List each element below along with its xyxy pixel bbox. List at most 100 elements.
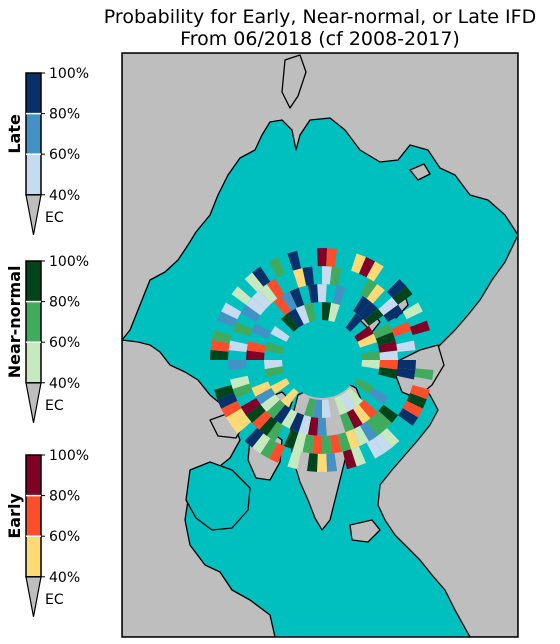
forecast-cell bbox=[302, 266, 315, 286]
forecast-cell bbox=[354, 378, 374, 395]
forecast-cell bbox=[252, 290, 272, 310]
chart-title: Probability for Early, Near-normal, or L… bbox=[103, 6, 537, 28]
forecast-cell bbox=[358, 399, 378, 419]
colorbar-early: 100% 80% 60% 40% EC Early bbox=[5, 448, 89, 617]
colorbar-segment bbox=[26, 455, 41, 496]
colorbar-late: 100% 80% 60% 40% EC Late bbox=[5, 66, 89, 235]
forecast-cell bbox=[289, 412, 305, 433]
colorbar-outline bbox=[25, 260, 42, 384]
forecast-cell bbox=[339, 412, 355, 433]
forecast-cell bbox=[245, 404, 266, 423]
forecast-cell bbox=[210, 340, 230, 352]
forecast-cell bbox=[322, 266, 332, 285]
forecast-cell bbox=[266, 421, 284, 442]
forecast-cell bbox=[259, 283, 278, 304]
colorbar-tick-label: 100% bbox=[49, 66, 89, 82]
forecast-cell bbox=[414, 368, 434, 380]
forecast-cell bbox=[264, 366, 284, 378]
forecast-cell bbox=[372, 323, 393, 339]
forecast-cell bbox=[353, 404, 371, 425]
colorbar-tick-label: 80% bbox=[49, 489, 80, 505]
forecast-cell bbox=[246, 341, 266, 353]
forecast-cell bbox=[232, 383, 253, 399]
forecast-cell bbox=[210, 349, 229, 360]
forecast-cell bbox=[312, 399, 322, 418]
colorbar-ec-triangle bbox=[25, 194, 42, 235]
forecast-cell bbox=[402, 302, 423, 320]
land-kamchatka bbox=[281, 54, 307, 109]
colorbar-tick-label: 40% bbox=[49, 570, 80, 586]
forecast-cells bbox=[210, 248, 434, 472]
forecast-cell bbox=[360, 278, 378, 299]
land-wrangel bbox=[409, 163, 431, 181]
land-asia bbox=[122, 53, 518, 341]
forecast-cell bbox=[244, 272, 264, 293]
forecast-cell bbox=[357, 333, 378, 348]
forecast-cell bbox=[228, 360, 247, 370]
forecast-cell bbox=[264, 342, 284, 354]
map-panel bbox=[121, 52, 519, 638]
forecast-cell bbox=[326, 453, 338, 472]
forecast-cell bbox=[366, 261, 384, 282]
forecast-cell bbox=[372, 410, 392, 430]
forecast-cell bbox=[260, 438, 278, 459]
land-iceland bbox=[349, 519, 381, 543]
colorbar-name: Early bbox=[5, 493, 24, 539]
forecast-cell bbox=[304, 398, 316, 418]
forecast-cell bbox=[281, 408, 298, 429]
forecast-cell bbox=[252, 410, 272, 430]
forecast-cell bbox=[298, 415, 312, 435]
pole-nodata bbox=[284, 322, 360, 398]
colorbars: 100% 80% 60% 40% EC Late 100% 80% 60% 40% EC Near-n… bbox=[5, 66, 89, 617]
forecast-cell bbox=[322, 435, 332, 454]
colorbar-tick-label: 40% bbox=[49, 188, 80, 204]
colorbar-tick-label: 40% bbox=[49, 376, 80, 392]
forecast-cell bbox=[340, 392, 357, 412]
forecast-cell bbox=[231, 415, 252, 434]
forecast-cell bbox=[287, 250, 302, 271]
colorbar-tick-label: 80% bbox=[49, 107, 80, 123]
colorbar-segment bbox=[26, 495, 41, 537]
forecast-cell bbox=[312, 435, 322, 454]
forecast-cell bbox=[304, 302, 316, 322]
forecast-cell bbox=[361, 350, 380, 360]
forecast-cell bbox=[302, 434, 315, 454]
forecast-cell bbox=[232, 321, 253, 337]
forecast-cell bbox=[264, 360, 283, 370]
colorbar-near-normal: 100% 80% 60% 40% EC Near-normal bbox=[5, 254, 89, 423]
forecast-cell bbox=[346, 408, 363, 429]
forecast-cell bbox=[410, 385, 430, 400]
forecast-cell bbox=[245, 297, 266, 316]
chart-subtitle: From 06/2018 (cf 2008-2017) bbox=[180, 28, 460, 50]
forecast-cell bbox=[337, 432, 352, 452]
forecast-cell bbox=[287, 449, 302, 470]
forecast-cell bbox=[354, 325, 374, 342]
colorbar-tick-label: 60% bbox=[49, 147, 80, 163]
forecast-cell bbox=[378, 404, 399, 423]
forecast-cell bbox=[273, 404, 291, 425]
forecast-cell bbox=[358, 301, 378, 321]
forecast-cell bbox=[281, 291, 298, 312]
colorbar-segment bbox=[26, 154, 41, 195]
map-frame bbox=[121, 52, 519, 638]
forecast-cell bbox=[345, 388, 364, 407]
forecast-cell bbox=[306, 453, 318, 472]
forecast-cell bbox=[266, 278, 284, 299]
forecast-cell bbox=[326, 248, 338, 267]
forecast-cell bbox=[251, 381, 272, 397]
forecast-cell bbox=[378, 341, 398, 353]
forecast-cell bbox=[334, 395, 349, 416]
forecast-cell bbox=[360, 421, 378, 442]
colorbar-name: Late bbox=[5, 114, 24, 154]
forecast-cell bbox=[383, 304, 404, 322]
forecast-cell bbox=[364, 307, 384, 326]
forecast-cell bbox=[322, 399, 332, 418]
forecast-cell bbox=[289, 287, 305, 308]
forecast-cell bbox=[317, 284, 327, 303]
forecast-cell bbox=[368, 387, 389, 405]
forecast-cell bbox=[351, 253, 367, 274]
forecast-cell bbox=[410, 320, 430, 335]
forecast-cell bbox=[329, 434, 342, 454]
forecast-cell bbox=[259, 416, 278, 437]
